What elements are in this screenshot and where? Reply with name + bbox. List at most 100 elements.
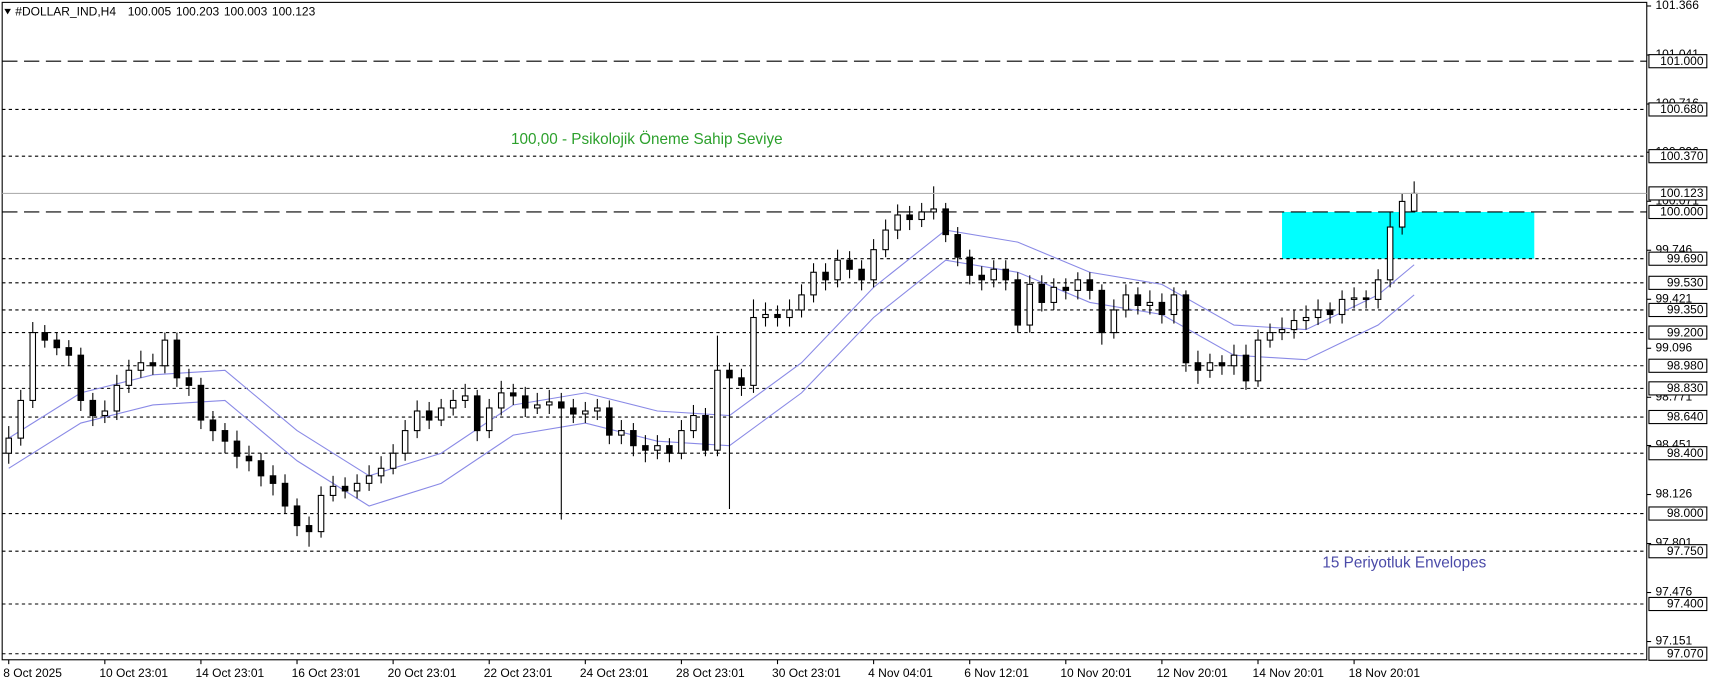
x-tick-label: 14 Nov 20:01 (1253, 666, 1325, 680)
level-label: 100.680 (1660, 102, 1704, 116)
annotation: 15 Periyotluk Envelopes (1322, 555, 1486, 572)
x-tick-label: 18 Nov 20:01 (1349, 666, 1421, 680)
candle-body (317, 494, 325, 533)
candle-body (1290, 319, 1298, 331)
candle-body (1206, 362, 1214, 371)
level-label: 101.000 (1660, 54, 1704, 68)
candle-body (1398, 200, 1406, 228)
candle-body (870, 249, 877, 281)
level-label: 98.000 (1667, 506, 1704, 520)
x-tick-label: 28 Oct 23:01 (676, 666, 745, 680)
x-tick-label: 10 Oct 23:01 (99, 666, 168, 680)
ohlc-high: 100.203 (176, 4, 220, 18)
candle-body (161, 339, 169, 367)
candle-body (1110, 309, 1118, 334)
level-label-box (1648, 251, 1708, 266)
level-label-box (1648, 358, 1708, 373)
level-label: 100.370 (1660, 149, 1704, 163)
candle-body (1062, 286, 1070, 291)
candle-body (1026, 283, 1034, 326)
level-label: 99.350 (1667, 303, 1704, 317)
candle-body (353, 482, 361, 492)
candle-body (978, 274, 985, 281)
candle-body (786, 309, 793, 319)
candle-body (810, 271, 817, 296)
candle-body (654, 445, 661, 451)
candle-body (389, 452, 397, 469)
candle-body (437, 407, 445, 421)
level-label-box (1648, 409, 1708, 425)
level-label: 98.830 (1667, 381, 1704, 395)
candle-body (990, 268, 998, 281)
level-label-box (1648, 325, 1708, 340)
candle-body (1338, 298, 1346, 316)
candle-body (762, 313, 769, 319)
candle-body (533, 404, 541, 409)
candle-body (305, 525, 313, 533)
candle-body (798, 294, 805, 311)
y-tick-label: 98.126 (1655, 487, 1692, 501)
candle-body (1374, 279, 1382, 300)
candle-body (341, 485, 349, 492)
level-label-box (1648, 149, 1708, 164)
candle-body (1134, 294, 1142, 306)
candle-body (570, 407, 577, 415)
candle-body (1050, 286, 1058, 303)
level-label: 97.400 (1667, 597, 1704, 611)
candle-body (930, 208, 937, 213)
candle-body (1122, 294, 1130, 311)
level-label: 99.530 (1667, 276, 1704, 290)
symbol: #DOLLAR_IND,H4 (15, 4, 116, 18)
x-tick-label: 14 Oct 23:01 (195, 666, 264, 680)
candle-body (858, 268, 865, 281)
candle-body (413, 410, 421, 432)
candle-body (233, 440, 241, 457)
candle-body (377, 467, 385, 477)
x-tick-label: 30 Oct 23:01 (772, 666, 841, 680)
level-label-box (1648, 544, 1708, 559)
candle-body (630, 430, 637, 447)
candle-body (666, 445, 673, 454)
candle-body (1278, 329, 1286, 334)
candle-body (1362, 297, 1370, 300)
level-label-box (1648, 275, 1708, 290)
candle-body (245, 455, 253, 462)
ohlc-low: 100.003 (224, 4, 268, 18)
y-tick-label: 101.366 (1655, 0, 1699, 12)
candle-body (365, 475, 373, 484)
y-tick-label: 99.096 (1655, 340, 1692, 354)
candle-body (125, 369, 133, 386)
candle-body (1230, 354, 1238, 367)
candle-body (738, 377, 745, 386)
annotation: 100,00 - Psikolojik Öneme Sahip Seviye (511, 130, 783, 148)
candle-body (5, 437, 13, 454)
level-label: 100.000 (1660, 205, 1704, 219)
candle-body (942, 208, 949, 236)
menu-arrow[interactable] (4, 8, 11, 15)
candle-body (1158, 301, 1166, 316)
level-label: 97.070 (1667, 646, 1704, 660)
candle-body (906, 214, 913, 221)
level-label-box (1648, 302, 1708, 318)
level-label: 98.640 (1667, 410, 1704, 424)
level-label-box (1648, 102, 1708, 117)
ohlc-open: 100.005 (128, 4, 172, 18)
x-tick-label: 20 Oct 23:01 (388, 666, 457, 680)
x-tick-label: 4 Nov 04:01 (868, 666, 933, 680)
candle-body (594, 407, 601, 412)
y-tick-label: 99.421 (1655, 291, 1692, 305)
candle-body (485, 407, 493, 432)
candle-body (1242, 354, 1250, 382)
candle-body (329, 485, 337, 496)
candle-body (894, 214, 901, 231)
candle-body (473, 395, 481, 432)
level-label: 98.980 (1667, 358, 1704, 372)
x-tick-label: 12 Nov 20:01 (1156, 666, 1228, 680)
candle-body (77, 354, 85, 401)
candle-body (53, 339, 61, 349)
x-tick-label: 10 Nov 20:01 (1060, 666, 1132, 680)
current-price-label: 100.123 (1660, 186, 1704, 200)
level-label-box (1648, 596, 1708, 612)
candle-body (1002, 268, 1010, 281)
